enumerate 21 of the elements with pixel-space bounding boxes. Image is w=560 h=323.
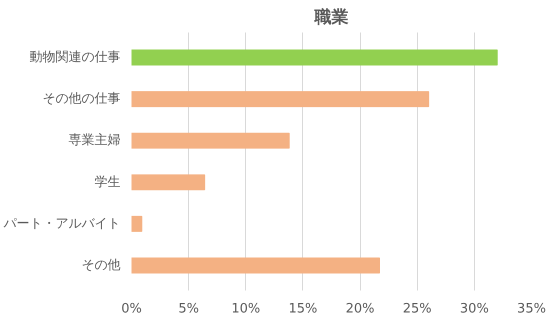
bar <box>132 258 380 274</box>
x-tick-label: 20% <box>346 302 375 316</box>
y-tick-label: その他 <box>82 258 120 274</box>
y-tick-label: パート・アルバイト <box>2 216 120 232</box>
bar <box>132 49 498 66</box>
y-tick-label: 学生 <box>94 174 120 190</box>
bar <box>132 132 290 149</box>
y-tick-label: 動物関連の仕事 <box>30 50 120 65</box>
y-tick-label: その他の仕事 <box>42 92 120 107</box>
x-tick-label: 5% <box>178 302 199 316</box>
x-tick-label: 0% <box>121 302 142 316</box>
x-tick-label: 35% <box>517 302 546 316</box>
x-tick-label: 15% <box>288 302 318 316</box>
bar <box>132 174 206 190</box>
bar <box>132 91 430 108</box>
y-tick-label: 専業主婦 <box>68 132 120 148</box>
x-tick-label: 25% <box>402 302 432 316</box>
x-tick-label: 30% <box>460 302 489 316</box>
bar <box>132 216 142 232</box>
chart-title: 職業 <box>314 8 348 28</box>
x-tick-label: 10% <box>231 302 260 316</box>
